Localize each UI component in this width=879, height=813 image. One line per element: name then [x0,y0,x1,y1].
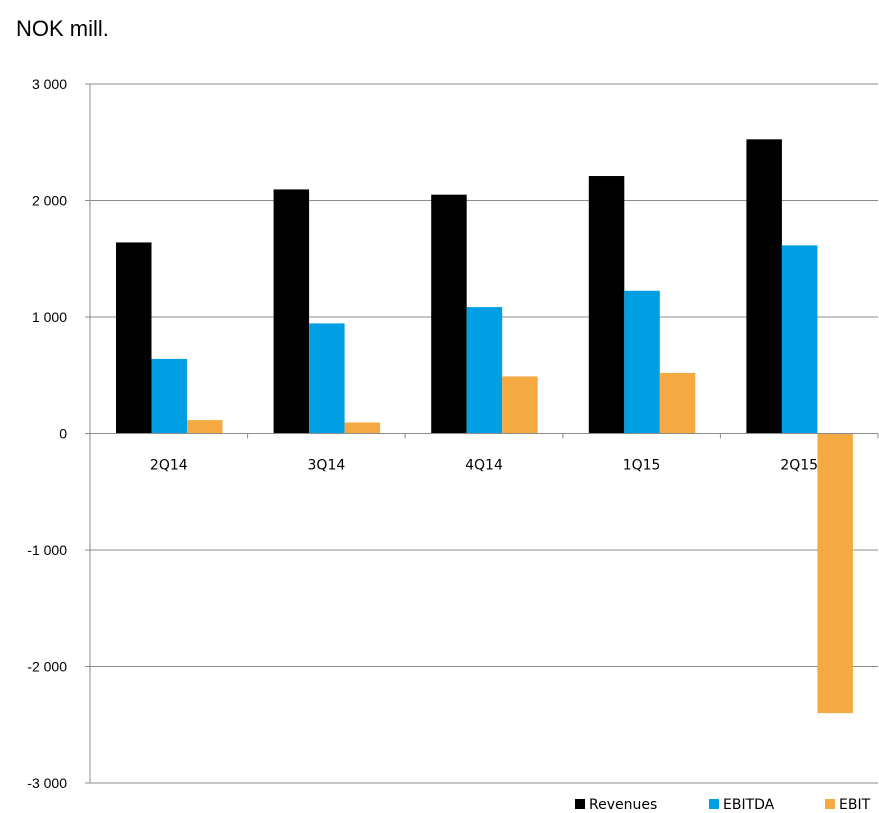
bar-ebit-4q14 [502,376,538,434]
bars [116,139,853,714]
bar-revenues-2q14 [116,242,152,434]
x-tick-label: 3Q14 [308,458,346,474]
y-tick-label: 0 [59,426,67,442]
y-tick-label: 1 000 [32,309,67,325]
bar-ebitda-1q15 [624,290,660,434]
bar-revenues-3q14 [273,189,310,434]
x-tick-label: 1Q15 [623,458,661,474]
bar-ebitda-2q14 [151,358,187,434]
bar-ebit-3q14 [344,422,381,434]
y-tick-label: -3 000 [27,775,67,791]
legend-swatch-ebit [825,799,835,809]
x-tick-label: 2Q15 [780,458,818,474]
x-axis: 2Q14 3Q14 4Q14 1Q15 2Q15 [89,433,879,474]
bar-ebit-1q15 [659,372,696,434]
legend-label-ebit: EBIT [839,797,871,813]
y-axis: 3 000 2 000 1 000 0 -1 000 -2 000 -3 000 [27,76,91,791]
bar-revenues-4q14 [431,194,467,434]
legend-label-revenues: Revenues [589,797,657,813]
legend-swatch-revenues [575,799,585,809]
bar-ebitda-4q14 [466,307,503,434]
y-tick-label: 3 000 [32,76,67,92]
unit-label: NOK mill. [16,16,109,41]
y-tick-label: 2 000 [32,193,67,209]
bar-revenues-1q15 [588,176,625,434]
legend: Revenues EBITDA EBIT [575,797,871,813]
bar-ebitda-2q15 [781,245,818,434]
legend-label-ebitda: EBITDA [723,797,775,813]
bar-revenues-2q15 [746,139,782,434]
bar-ebit-2q14 [187,420,223,434]
y-tick-label: -1 000 [27,542,67,558]
bar-ebit-2q15 [817,433,853,714]
x-tick-label: 2Q14 [150,458,188,474]
y-tick-label: -2 000 [27,659,67,675]
bar-ebitda-3q14 [309,323,345,434]
legend-swatch-ebitda [709,799,719,809]
x-tick-label: 4Q14 [465,458,503,474]
